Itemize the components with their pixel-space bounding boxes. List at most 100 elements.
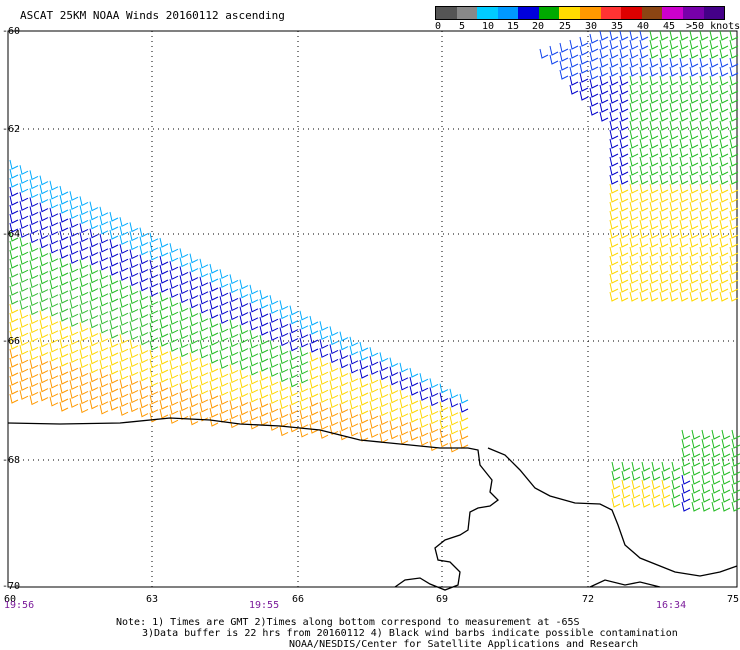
wind-barb [219,296,229,306]
wind-barb [641,488,651,499]
wind-barb [189,253,199,264]
wind-barb [569,48,579,59]
wind-barb [209,344,219,355]
wind-barb [459,420,469,431]
wind-barb [589,60,599,71]
wind-barb [569,57,579,68]
wind-barb [659,138,669,149]
wind-barb [439,401,449,412]
wind-barb [219,359,229,369]
wind-barb [179,401,189,412]
wind-barb [9,384,19,395]
wind-barb [239,351,249,362]
wind-barb [79,304,89,315]
wind-barb [719,93,729,104]
wind-barb [49,315,59,326]
wind-barb [639,84,649,95]
wind-barb [671,488,681,499]
wind-barb [169,315,179,325]
wind-barb [619,156,629,167]
wind-barb [149,241,159,252]
wind-barb [649,84,659,95]
wind-barb [609,255,619,266]
wind-barb [49,252,59,263]
wind-barb [149,358,159,369]
wind-barb [289,368,299,379]
wind-barb [179,338,189,349]
wind-barb [701,492,711,503]
wind-barb [219,332,229,342]
wind-barb [299,373,309,384]
legend-label-15: 15 [507,21,520,32]
wind-barb [139,335,149,346]
wind-barb [729,201,739,212]
wind-barb [329,353,339,364]
wind-barb [611,479,621,490]
wind-barb [679,84,689,95]
wind-barb [49,207,59,218]
wind-barb [309,342,319,353]
wind-barb [139,380,149,391]
wind-barb [669,264,679,275]
wind-barb [59,302,69,313]
wind-barb [659,102,669,113]
wind-barb [419,409,429,419]
wind-barb [269,394,279,404]
wind-barb [629,75,639,86]
wind-barb [199,258,209,269]
wind-barb [449,415,459,426]
wind-barb [709,102,719,113]
wind-barb [731,483,740,494]
wind-barb [649,75,659,86]
wind-barb [169,378,179,388]
wind-barb [119,379,129,389]
wind-barb [709,84,719,95]
wind-barb [609,156,619,167]
lon-label-75: 75 [727,594,740,605]
wind-barb [699,282,709,293]
wind-barb [649,57,659,68]
wind-barb [609,84,619,95]
wind-barb [721,474,731,485]
wind-barb [699,156,709,167]
wind-barb [731,492,740,503]
wind-barb [39,292,49,303]
wind-barb [229,310,239,321]
wind-barb [629,201,639,212]
wind-barb [719,30,729,41]
wind-barb [729,93,739,104]
wind-barb [139,263,149,274]
wind-barb [689,228,699,239]
wind-barb [199,330,209,341]
wind-barb [99,404,109,415]
wind-barb [249,329,259,340]
wind-barb [349,336,359,347]
wind-barb [609,174,619,185]
wind-barb [209,362,219,373]
wind-barb [671,470,681,481]
wind-barb [49,243,59,254]
wind-barb [119,262,129,272]
wind-barb [649,183,659,194]
wind-barb [729,165,739,176]
wind-barb [79,196,89,207]
wind-barb [691,438,701,449]
wind-barb [589,96,599,107]
wind-barb [699,138,709,149]
wind-barb [259,352,269,363]
wind-barb [89,273,99,284]
wind-barb [659,93,669,104]
wind-barb [689,291,699,302]
wind-barb [89,246,99,257]
wind-barb [239,306,249,317]
wind-barb [669,174,679,185]
wind-barb [639,183,649,194]
wind-barb [629,66,639,77]
wind-barb [169,324,179,334]
wind-barb [29,386,39,397]
wind-barb [99,215,109,226]
wind-barb [79,232,89,243]
wind-barb [609,102,619,113]
note-line-2: 3)Data buffer is 22 hrs from 20160112 4)… [142,628,678,639]
wind-barb [711,438,721,449]
